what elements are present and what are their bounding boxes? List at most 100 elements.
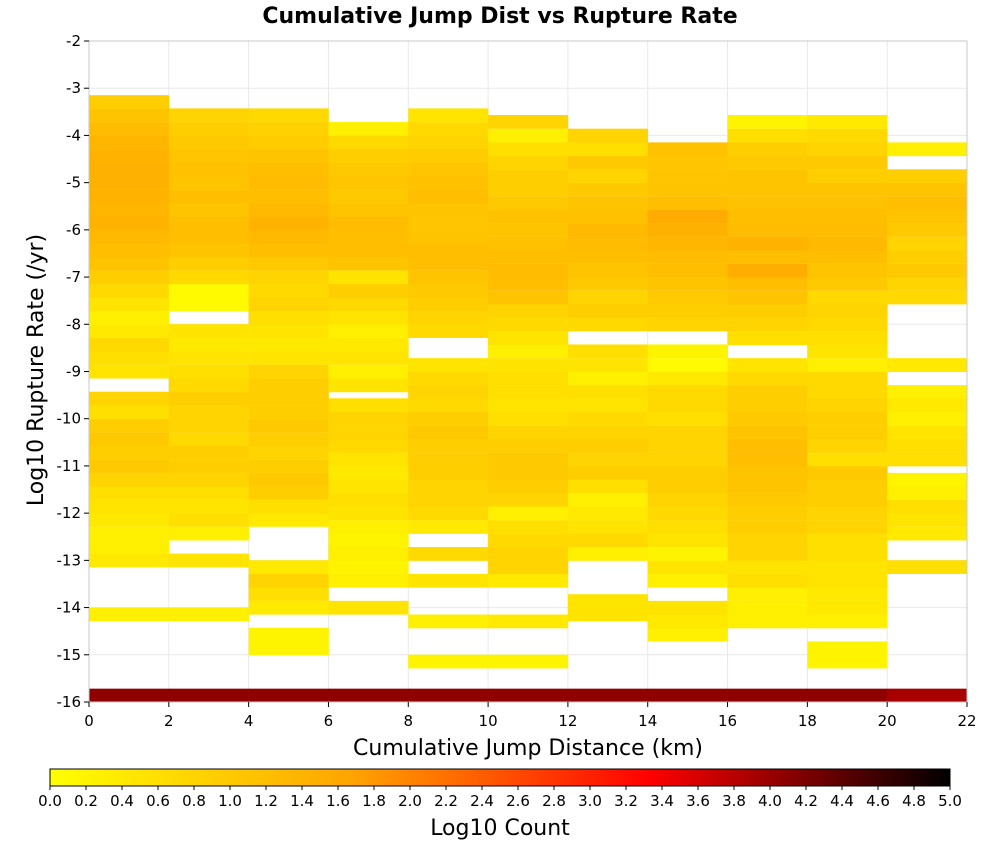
heatmap-cell-9-28 xyxy=(807,276,888,291)
heatmap-cell-7-28 xyxy=(647,236,728,251)
x-tick-label-4: 8 xyxy=(403,712,413,730)
heatmap-cell-9-17 xyxy=(807,425,888,440)
heatmap-cell-4-18 xyxy=(408,324,489,338)
heatmap-cell-9-33 xyxy=(807,209,888,224)
heatmap-cell-7-23 xyxy=(647,303,728,318)
y-tick-label-11: -13 xyxy=(57,551,82,569)
y-tick-label-10: -12 xyxy=(57,504,82,522)
heatmap-cell-2-2 xyxy=(248,627,329,642)
heatmap-cell-4-28 xyxy=(408,189,489,204)
heatmap-cell-4-15 xyxy=(408,385,489,399)
heatmap-cell-4-27 xyxy=(408,202,489,217)
colorbar-tick-label-0: 0.0 xyxy=(38,792,62,810)
heatmap-cell-1-30 xyxy=(168,148,249,163)
colorbar-tick-label-9: 1.8 xyxy=(362,792,386,810)
colorbar-tick-label-25: 5.0 xyxy=(938,792,962,810)
heatmap-cell-5-36 xyxy=(488,128,569,143)
heatmap-cell-9-3 xyxy=(807,614,888,629)
heatmap-cell-3-24 xyxy=(328,270,409,285)
heatmap-cell-4-24 xyxy=(408,243,489,258)
y-tick-label-4: -6 xyxy=(66,221,81,239)
heatmap-cell-5-26 xyxy=(488,263,569,278)
heatmap-cell-6-1 xyxy=(567,607,649,622)
heatmap-cell-5-19 xyxy=(488,358,569,372)
heatmap-cell-7-33 xyxy=(647,169,728,184)
heatmap-cell-5-23 xyxy=(488,303,569,318)
heatmap-cell-10-1 xyxy=(887,560,968,575)
heatmap-cell-1-9 xyxy=(168,445,249,460)
heatmap-cell-6-2 xyxy=(567,594,649,609)
colorbar-tick-label-24: 4.8 xyxy=(902,792,926,810)
heatmap-cell-5-2 xyxy=(488,614,569,629)
heatmap-cell-3-27 xyxy=(328,229,409,244)
heatmap-cell-8-19 xyxy=(727,371,808,386)
heatmap-cell-10-6 xyxy=(887,472,968,487)
heatmap-cell-8-6 xyxy=(727,547,808,561)
heatmap-cell-1-27 xyxy=(168,189,249,204)
heatmap-cell-10-10 xyxy=(887,411,968,426)
heatmap-cell-5-8 xyxy=(488,506,569,521)
y-tick-label-2: -4 xyxy=(66,126,81,144)
heatmap-cell-9-1 xyxy=(807,654,888,669)
heatmap-cell-3-3 xyxy=(328,560,409,575)
heatmap-cell-0-13 xyxy=(89,405,170,420)
heatmap-cell-9-12 xyxy=(807,492,888,507)
heatmap-cell-6-18 xyxy=(567,344,649,359)
heatmap-cell-0-3 xyxy=(89,539,170,554)
heatmap-cell-3-2 xyxy=(328,573,409,588)
heatmap-cell-6-20 xyxy=(567,303,649,318)
heatmap-cell-1-18 xyxy=(168,324,249,338)
heatmap-cell-7-1 xyxy=(647,627,728,642)
heatmap-cell-10-18 xyxy=(887,236,968,251)
heatmap-cell-8-32 xyxy=(727,182,808,197)
heatmap-cell-0-31 xyxy=(89,148,170,163)
heatmap-cell-5-22 xyxy=(488,317,569,332)
heatmap-cell-3-25 xyxy=(328,256,409,271)
heatmap-cell-3-33 xyxy=(328,148,409,163)
x-tick-label-9: 18 xyxy=(798,712,817,730)
heatmap-cell-8-5 xyxy=(727,560,808,575)
heatmap-cell-5-35 xyxy=(488,142,569,157)
heatmap-cell-6-17 xyxy=(567,358,649,372)
heatmap-cell-7-14 xyxy=(647,438,728,453)
colorbar-tick-label-11: 2.2 xyxy=(434,792,458,810)
colorbar-tick-label-8: 1.6 xyxy=(326,792,350,810)
heatmap-cell-4-25 xyxy=(408,229,489,244)
heatmap-cell-5-1 xyxy=(488,654,569,669)
heatmap-cell-2-34 xyxy=(248,148,329,163)
x-tick-label-5: 10 xyxy=(479,712,498,730)
heatmap-cell-2-6 xyxy=(248,560,329,575)
heatmap-cell-9-5 xyxy=(807,587,888,601)
heatmap-cell-4-20 xyxy=(408,297,489,312)
heatmap-cell-1-29 xyxy=(168,162,249,176)
heatmap-cell-4-16 xyxy=(408,371,489,386)
heatmap-cell-2-11 xyxy=(248,459,329,473)
heatmap-cell-7-27 xyxy=(647,250,728,264)
colorbar-tick-label-19: 3.8 xyxy=(722,792,746,810)
heatmap-cell-9-13 xyxy=(807,479,888,494)
heatmap-cell-8-18 xyxy=(727,385,808,399)
heatmap-cell-2-37 xyxy=(248,108,329,123)
colorbar: 0.0 0.2 0.4 0.6 0.8 1.0 1.2 1.4 1.6 1.8 2.0 2.2 2.4 2… xyxy=(38,768,962,810)
colorbar-tick-label-7: 1.4 xyxy=(290,792,314,810)
heatmap-cell-6-13 xyxy=(567,411,649,426)
heatmap-cell-10-7 xyxy=(887,452,968,467)
heatmap-cell-3-4 xyxy=(328,547,409,561)
heatmap-cell-1-12 xyxy=(168,405,249,420)
heatmap-cell-0-9 xyxy=(89,459,170,473)
heatmap-cell-2-29 xyxy=(248,216,329,231)
y-tick-label-5: -7 xyxy=(66,268,81,286)
heatmap-cell-5-33 xyxy=(488,169,569,184)
heatmap-cell-2-26 xyxy=(248,256,329,271)
y-tick-label-14: -16 xyxy=(57,693,82,711)
heatmap-cell-0-33 xyxy=(89,122,170,136)
heatmap-cell-5-14 xyxy=(488,425,569,440)
heatmap-cell-5-28 xyxy=(488,236,569,251)
heatmap-cell-2-7 xyxy=(248,513,329,527)
heatmap-cell-8-1 xyxy=(727,614,808,629)
heatmap-cell-5-32 xyxy=(488,182,569,197)
x-axis-label: Cumulative Jump Distance (km) xyxy=(353,736,703,761)
heatmap-cell-5-18 xyxy=(488,371,569,386)
heatmap-cell-8-16 xyxy=(727,411,808,426)
heatmap-cell-1-22 xyxy=(168,256,249,271)
